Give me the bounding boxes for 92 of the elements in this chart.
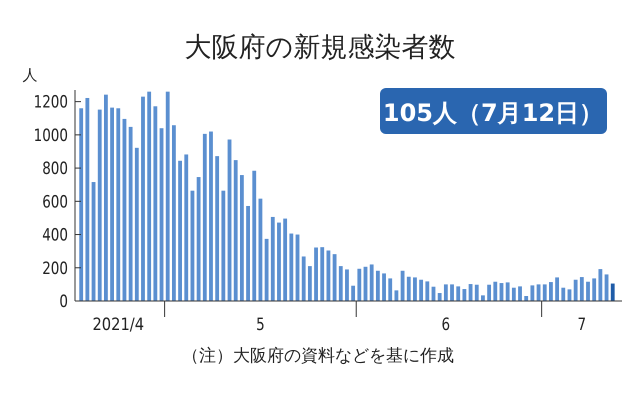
bar [283, 218, 288, 301]
bar [240, 175, 244, 301]
bar [270, 216, 275, 301]
y-tick-label: 0 [59, 292, 70, 312]
bar [116, 108, 120, 301]
y-tick-label: 1200 [34, 92, 77, 113]
bar [506, 282, 510, 301]
bar [555, 277, 560, 301]
text: （注）大阪府の資料などを基に作成 [182, 346, 454, 366]
bar [574, 280, 578, 301]
bar [98, 110, 102, 301]
bar [79, 108, 84, 301]
bar [351, 286, 356, 301]
bar [252, 170, 256, 301]
y-axis-title: 人 [22, 66, 38, 84]
bar [500, 283, 504, 301]
bar [128, 126, 133, 301]
bar [190, 190, 194, 301]
y-tick-label: 800 [42, 159, 75, 180]
bar [419, 280, 424, 301]
chart-title: 大阪府の新規感染者数 [184, 32, 456, 63]
bar [604, 274, 608, 301]
x-tick-label: 7 [578, 315, 588, 335]
bar [530, 285, 534, 301]
bar [364, 266, 368, 301]
bar [172, 125, 176, 301]
bar [134, 148, 139, 301]
bar [586, 282, 590, 301]
bar [536, 284, 540, 301]
bar [345, 269, 349, 301]
bar [264, 238, 269, 301]
bar [493, 282, 498, 301]
bar [376, 270, 380, 301]
bar [178, 160, 182, 301]
bar [234, 160, 238, 301]
bar [549, 282, 553, 301]
bar [450, 284, 454, 301]
bar [160, 128, 164, 301]
bar [85, 98, 90, 301]
x-tick-label: 6 [442, 315, 452, 335]
bar [296, 234, 300, 301]
bar [289, 234, 294, 301]
bar [202, 134, 207, 301]
bar [314, 248, 318, 301]
bar [104, 94, 108, 301]
bar [246, 206, 250, 301]
bar [487, 284, 492, 301]
bar [400, 270, 404, 301]
bar [320, 247, 324, 301]
y-tick-label: 1000 [34, 126, 77, 146]
bar [518, 286, 522, 301]
bar [481, 295, 485, 301]
bar [277, 222, 281, 301]
y-tick-label: 400 [42, 226, 75, 246]
y-tick-label: 600 [42, 192, 75, 212]
bar [326, 250, 330, 301]
bar [92, 182, 96, 301]
bar [110, 108, 114, 301]
bar [598, 269, 602, 301]
bar [308, 266, 312, 301]
bar [209, 132, 213, 301]
bar [568, 289, 572, 301]
bar [382, 273, 386, 301]
bar [468, 284, 472, 301]
x-tick-label: 2021/4 [92, 315, 152, 335]
bar [141, 96, 145, 301]
bar [153, 106, 158, 301]
bar [580, 277, 584, 301]
bar [512, 288, 516, 301]
bar [221, 190, 226, 301]
bar [302, 256, 306, 301]
bar [370, 264, 374, 301]
bar [215, 156, 220, 301]
bar [474, 284, 479, 301]
bar [147, 92, 152, 301]
bar [184, 154, 188, 301]
annotation: 105人（7月12日） [382, 99, 604, 127]
bar [196, 177, 201, 301]
bar [122, 118, 126, 301]
bar [338, 266, 343, 301]
bar [406, 276, 411, 301]
bar [258, 198, 262, 301]
bar [413, 277, 417, 301]
bar [394, 290, 398, 301]
x-tick-label: 5 [256, 315, 267, 335]
bar [432, 286, 436, 301]
bar [332, 254, 337, 301]
bar [444, 284, 448, 301]
y-tick-label: 200 [42, 258, 75, 279]
bar [228, 140, 232, 301]
bar [462, 289, 466, 301]
bar [166, 92, 170, 301]
